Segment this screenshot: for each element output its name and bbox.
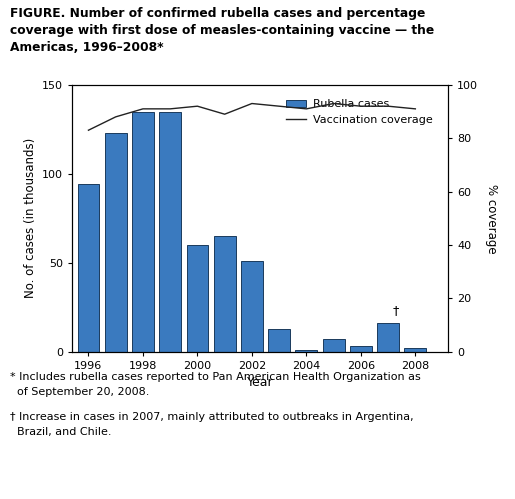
Y-axis label: % coverage: % coverage (485, 184, 497, 253)
Bar (105, 133, 127, 352)
Bar (377, 323, 399, 352)
Bar (241, 261, 263, 352)
Bar (350, 346, 372, 352)
Text: †: † (392, 304, 399, 317)
X-axis label: Year: Year (247, 376, 273, 389)
Bar (214, 236, 235, 352)
Text: Brazil, and Chile.: Brazil, and Chile. (10, 427, 112, 437)
Text: * Includes rubella cases reported to Pan American Health Organization as: * Includes rubella cases reported to Pan… (10, 372, 421, 382)
Y-axis label: No. of cases (in thousands): No. of cases (in thousands) (24, 138, 37, 298)
Bar (78, 185, 99, 352)
Bar (268, 329, 290, 352)
Bar (323, 339, 345, 352)
Bar (186, 245, 208, 352)
Text: FIGURE. Number of confirmed rubella cases and percentage
coverage with first dos: FIGURE. Number of confirmed rubella case… (10, 7, 435, 54)
Bar (159, 112, 181, 352)
Text: † Increase in cases in 2007, mainly attributed to outbreaks in Argentina,: † Increase in cases in 2007, mainly attr… (10, 412, 414, 422)
Legend: Rubella cases, Vaccination coverage: Rubella cases, Vaccination coverage (279, 92, 441, 133)
Bar (404, 348, 426, 352)
Bar (132, 112, 154, 352)
Text: of September 20, 2008.: of September 20, 2008. (10, 387, 150, 397)
Bar (296, 350, 317, 352)
